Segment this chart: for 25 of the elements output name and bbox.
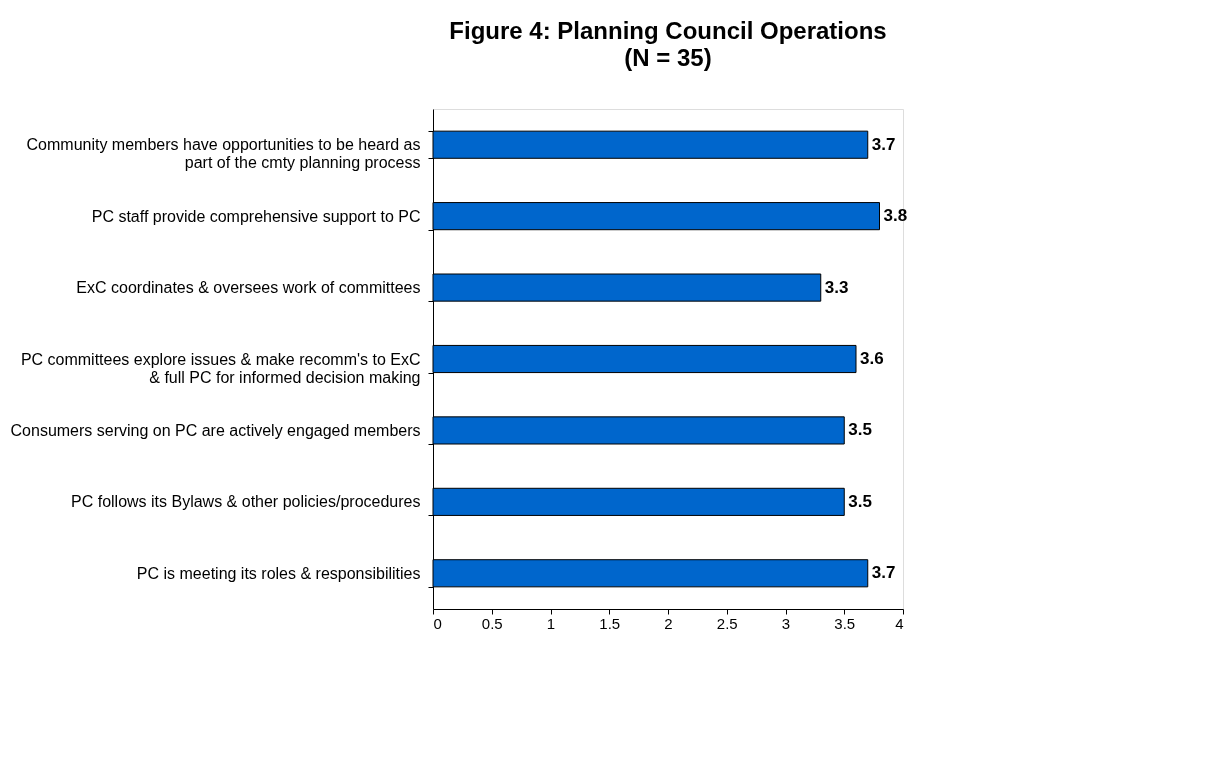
data-label: 3.8 [883,206,908,226]
x-tick-label: 1.5 [599,614,621,632]
data-label: 3.3 [824,277,849,297]
y-tick-label: PC staff provide comprehensive support to PC [91,207,421,225]
x-tick-label: 1 [546,614,556,632]
x-tick-label: 2 [664,614,673,632]
data-label: 3.6 [860,349,884,368]
x-tick-label: 0 [433,614,442,632]
x-tick-label: 0.5 [481,614,503,632]
y-tick-label: PC is meeting its roles & responsibilities [136,564,421,582]
data-label: 3.5 [848,491,872,511]
x-tick-label: 2.5 [716,614,738,632]
chart-title: Figure 4: Planning Council Operations [449,17,887,44]
y-tick-label: PC committees explore issues & make recomm's to ExC & full PC for informed decision making [20,350,421,386]
y-tick-label: Consumers serving on PC are actively engaged members [10,421,421,439]
y-tick-label: Community members have opportunities to be heard as part of the cmty planning process [26,136,421,172]
y-tick-label: PC follows its Bylaws & other policies/procedures [71,493,421,511]
data-label: 3.5 [848,420,872,440]
chart-subtitle: (N = 35) [624,44,712,71]
data-label: 3.7 [871,134,896,154]
x-tick-label: 3.5 [834,614,856,632]
x-tick-label: 4 [895,614,904,632]
y-tick-label: ExC coordinates & oversees work of committees [76,279,421,297]
data-label: 3.7 [871,563,896,583]
x-tick-label: 3 [781,614,791,632]
